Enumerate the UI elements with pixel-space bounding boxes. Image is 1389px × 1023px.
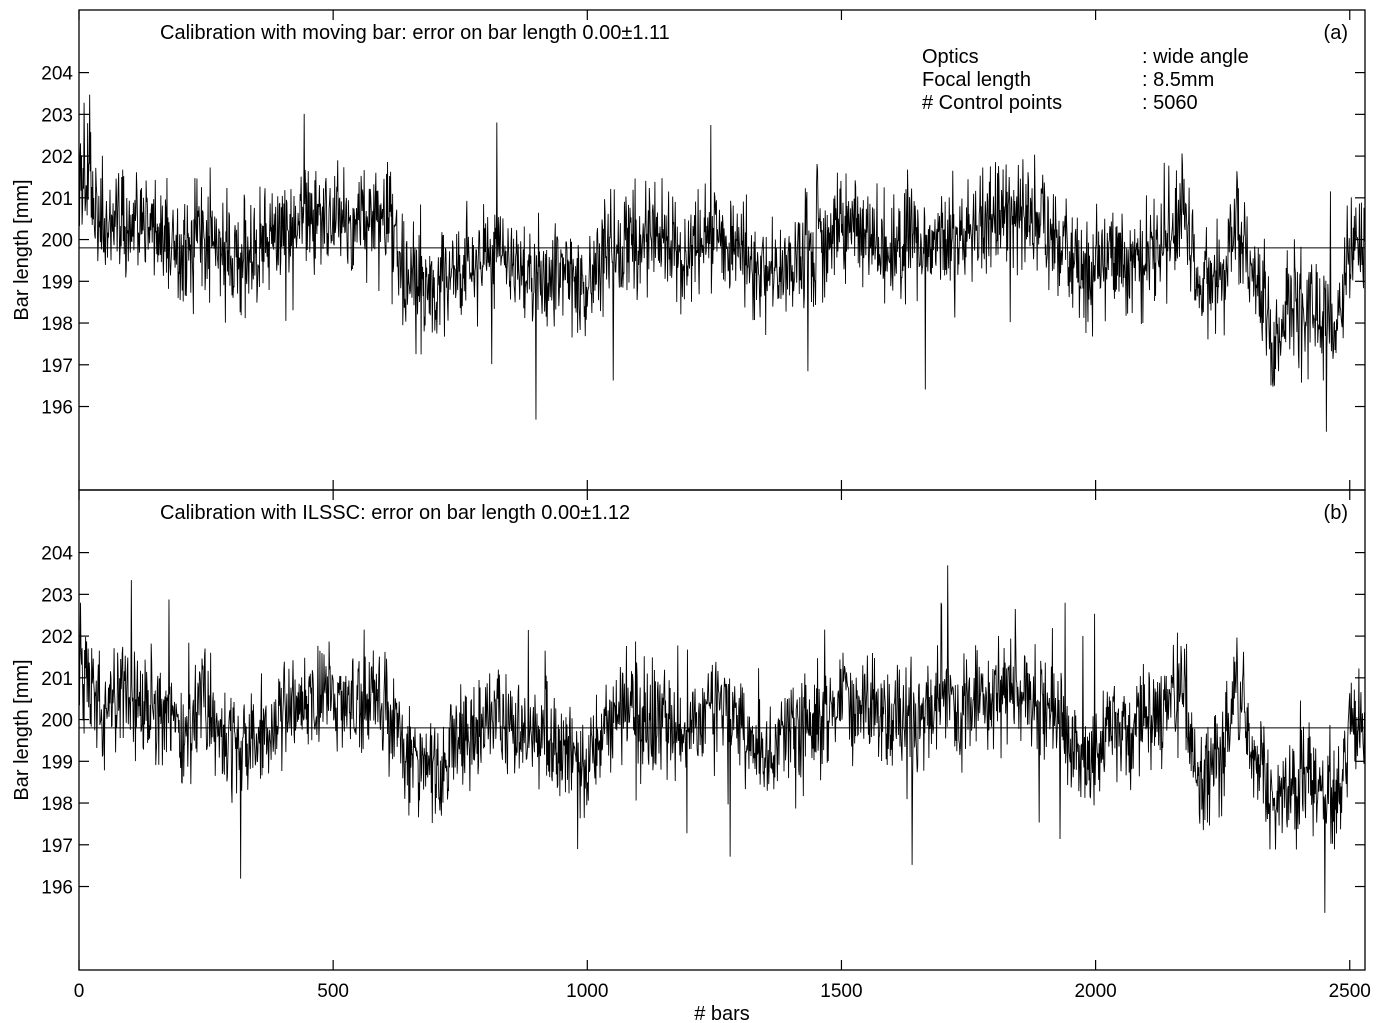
panel-a: 196 197 198 199 200 201 202 203 204 Calibration … [11, 9, 1366, 491]
x-tick-label: 2000 [1074, 981, 1116, 1002]
info-value-focal-length: : 8.5mm [1142, 69, 1214, 91]
axis-ticks-b: 196 197 198 199 200 201 202 203 204 0 500 1000 1500 2… [41, 490, 1371, 1002]
panel-b: 196 197 198 199 200 201 202 203 204 0 500 1000 1500 2… [11, 489, 1371, 1023]
x-tick-label: 1000 [566, 981, 608, 1002]
y-tick-label: 199 [41, 752, 73, 773]
y-tick-label: 203 [41, 585, 73, 606]
x-tick-label: 2500 [1329, 981, 1371, 1002]
y-tick-label: 197 [41, 356, 73, 377]
y-tick-label: 200 [41, 231, 73, 252]
series-line [78, 94, 1365, 432]
info-label-control-points: # Control points [922, 92, 1062, 114]
y-tick-label: 198 [41, 794, 73, 815]
info-block: Optics : wide angle Focal length : 8.5mm… [922, 46, 1249, 114]
plot-frame-b [78, 489, 1366, 971]
axis-ticks-a: 196 197 198 199 200 201 202 203 204 [41, 10, 1365, 490]
y-axis-title-a: Bar length [mm] [11, 179, 33, 320]
y-tick-label: 202 [41, 147, 73, 168]
panel-label-a: (a) [1324, 22, 1348, 44]
info-label-optics: Optics [922, 46, 979, 68]
y-tick-label: 203 [41, 105, 73, 126]
y-tick-label: 197 [41, 836, 73, 857]
series-a [78, 94, 1365, 432]
x-tick-label: 500 [317, 981, 349, 1002]
x-tick-label: 0 [74, 981, 85, 1002]
y-tick-label: 201 [41, 189, 73, 210]
y-axis-title-b: Bar length [mm] [11, 659, 33, 800]
info-value-optics: : wide angle [1142, 46, 1249, 68]
y-tick-label: 199 [41, 272, 73, 293]
info-value-control-points: : 5060 [1142, 92, 1198, 114]
y-tick-label: 202 [41, 627, 73, 648]
y-tick-label: 200 [41, 711, 73, 732]
y-tick-label: 204 [41, 544, 73, 565]
x-axis-title: # bars [694, 1003, 750, 1023]
y-tick-label: 201 [41, 669, 73, 690]
y-tick-label: 196 [41, 878, 73, 899]
series-line [78, 565, 1365, 913]
y-tick-label: 204 [41, 64, 73, 85]
info-label-focal-length: Focal length [922, 69, 1031, 91]
panel-label-b: (b) [1324, 502, 1348, 524]
panel-title-a: Calibration with moving bar: error on ba… [160, 22, 670, 44]
y-tick-label: 198 [41, 314, 73, 335]
y-tick-label: 196 [41, 398, 73, 419]
series-b [78, 565, 1365, 913]
x-tick-label: 1500 [820, 981, 862, 1002]
panel-title-b: Calibration with ILSSC: error on bar len… [160, 502, 630, 524]
